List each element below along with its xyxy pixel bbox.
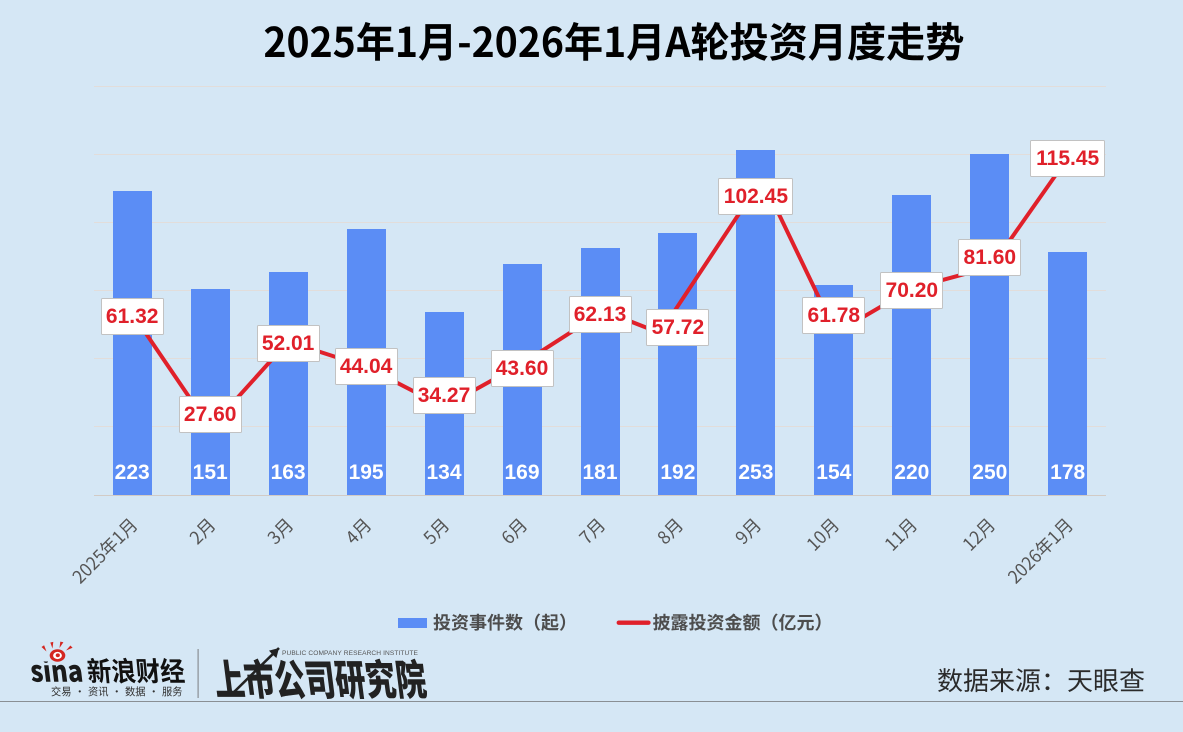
svg-text:PUBLIC COMPANY RESEARCH INSTIT: PUBLIC COMPANY RESEARCH INSTITUTE [282,650,419,657]
